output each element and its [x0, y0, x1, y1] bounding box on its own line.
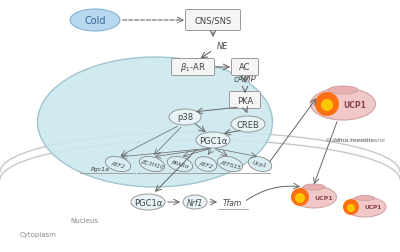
Text: Cytoplasm: Cytoplasm [20, 231, 57, 237]
Ellipse shape [105, 157, 131, 172]
Text: UCP1: UCP1 [315, 195, 333, 200]
FancyBboxPatch shape [232, 59, 258, 76]
Ellipse shape [328, 87, 358, 94]
Ellipse shape [231, 116, 265, 133]
Text: cAMP: cAMP [234, 75, 256, 84]
Ellipse shape [139, 157, 165, 172]
Text: PPARα: PPARα [170, 160, 190, 169]
Text: $\beta_1$-AR: $\beta_1$-AR [180, 61, 206, 74]
Circle shape [295, 193, 305, 203]
Circle shape [343, 199, 359, 215]
Text: NE: NE [217, 41, 228, 50]
Ellipse shape [196, 133, 230, 148]
Text: ATFS15: ATFS15 [219, 159, 241, 170]
Circle shape [315, 93, 339, 116]
Ellipse shape [169, 110, 201, 125]
Text: Tfam: Tfam [222, 198, 242, 207]
Ellipse shape [131, 194, 165, 210]
Text: ZC3H10: ZC3H10 [140, 159, 164, 170]
FancyBboxPatch shape [186, 11, 240, 32]
Ellipse shape [195, 157, 217, 172]
Ellipse shape [70, 10, 120, 32]
Ellipse shape [303, 184, 325, 190]
FancyBboxPatch shape [172, 59, 214, 76]
Ellipse shape [355, 196, 375, 201]
Ellipse shape [344, 197, 386, 217]
Text: UCP1: UCP1 [364, 205, 382, 210]
Text: Cold: Cold [84, 16, 106, 26]
Text: Ucp1: Ucp1 [252, 160, 268, 169]
Text: ATF2: ATF2 [110, 160, 126, 169]
Text: ATF2: ATF2 [198, 160, 214, 169]
Ellipse shape [38, 58, 272, 187]
Text: CREB: CREB [236, 120, 260, 129]
Text: Mitochondria: Mitochondria [334, 138, 375, 143]
Ellipse shape [183, 195, 207, 209]
Text: PKA: PKA [237, 96, 253, 105]
Ellipse shape [167, 157, 193, 172]
Circle shape [347, 204, 355, 212]
Text: UCP1: UCP1 [344, 100, 366, 109]
Ellipse shape [217, 157, 243, 172]
Circle shape [291, 188, 309, 206]
Text: Plasma membrane: Plasma membrane [326, 138, 385, 143]
FancyBboxPatch shape [230, 92, 260, 109]
Text: Nucleus: Nucleus [70, 217, 98, 223]
Text: Nrf1: Nrf1 [187, 198, 203, 207]
Ellipse shape [292, 186, 336, 208]
Text: AC: AC [239, 63, 251, 72]
Text: PGC1α: PGC1α [199, 136, 227, 145]
Text: Pgc1a: Pgc1a [90, 167, 110, 172]
Ellipse shape [310, 89, 376, 120]
Ellipse shape [248, 157, 272, 172]
Text: CNS/SNS: CNS/SNS [194, 16, 232, 25]
Circle shape [321, 100, 333, 112]
Text: PGC1α: PGC1α [134, 198, 162, 207]
Text: p38: p38 [177, 113, 193, 122]
